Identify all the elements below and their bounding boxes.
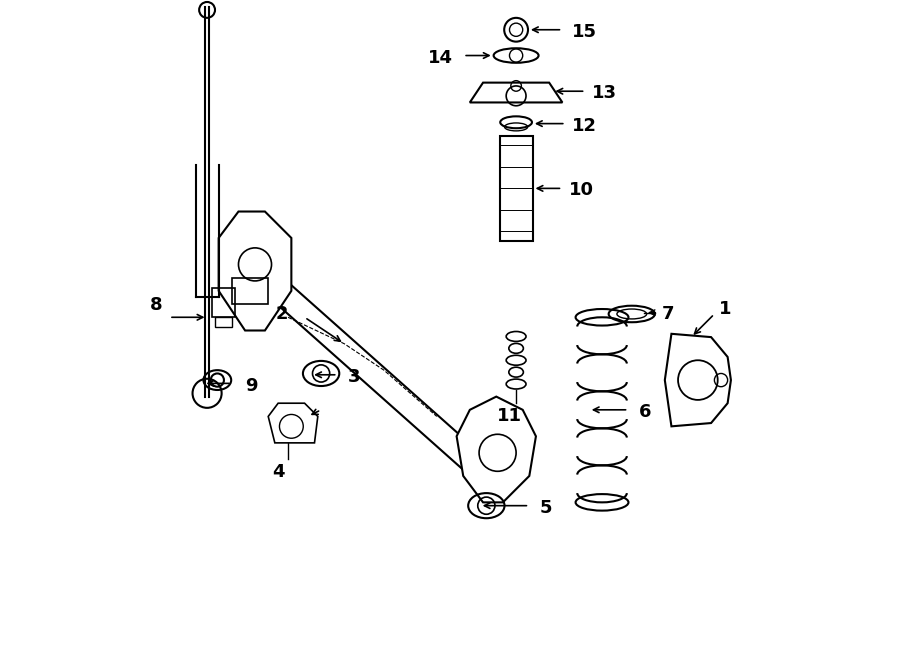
Text: 5: 5 <box>539 498 552 517</box>
Polygon shape <box>268 403 318 443</box>
Text: 1: 1 <box>719 299 732 318</box>
Text: 6: 6 <box>638 403 651 422</box>
Text: 15: 15 <box>572 22 598 41</box>
Text: 7: 7 <box>662 305 674 323</box>
Polygon shape <box>470 83 562 102</box>
Text: 8: 8 <box>149 296 162 314</box>
Bar <box>212 288 235 317</box>
Text: 3: 3 <box>347 368 360 386</box>
Bar <box>500 136 533 241</box>
Text: 11: 11 <box>497 407 522 424</box>
Text: 14: 14 <box>428 48 454 67</box>
Bar <box>215 317 232 327</box>
Text: 9: 9 <box>245 377 257 395</box>
Polygon shape <box>219 212 292 330</box>
Polygon shape <box>665 334 731 426</box>
Text: 12: 12 <box>572 116 598 135</box>
Text: 2: 2 <box>275 305 288 323</box>
Polygon shape <box>257 269 511 498</box>
Polygon shape <box>456 397 536 502</box>
Bar <box>232 278 268 304</box>
Text: 4: 4 <box>272 463 284 481</box>
Text: 10: 10 <box>569 181 594 200</box>
Text: 13: 13 <box>592 84 617 102</box>
